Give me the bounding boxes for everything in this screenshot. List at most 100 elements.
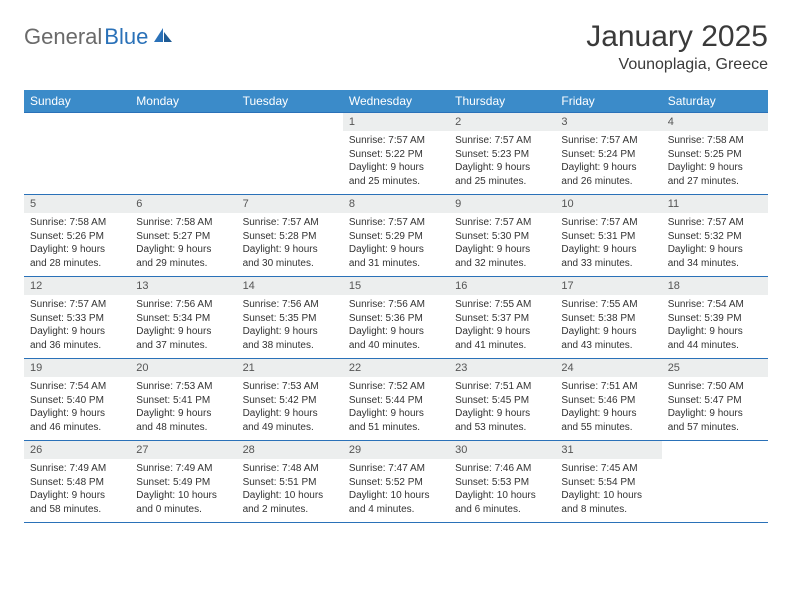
day-number: 8 <box>343 195 449 213</box>
day-header: Monday <box>130 90 236 113</box>
logo-text-general: General <box>24 24 102 50</box>
calendar-cell: 17Sunrise: 7:55 AMSunset: 5:38 PMDayligh… <box>555 277 661 359</box>
day-number: 23 <box>449 359 555 377</box>
day-number: 25 <box>662 359 768 377</box>
day-info: Sunrise: 7:46 AMSunset: 5:53 PMDaylight:… <box>449 459 555 522</box>
week-row: 19Sunrise: 7:54 AMSunset: 5:40 PMDayligh… <box>24 359 768 441</box>
calendar-cell: 22Sunrise: 7:52 AMSunset: 5:44 PMDayligh… <box>343 359 449 441</box>
calendar-cell: 28Sunrise: 7:48 AMSunset: 5:51 PMDayligh… <box>237 441 343 523</box>
calendar-cell: 25Sunrise: 7:50 AMSunset: 5:47 PMDayligh… <box>662 359 768 441</box>
day-number: 21 <box>237 359 343 377</box>
day-info: Sunrise: 7:57 AMSunset: 5:32 PMDaylight:… <box>662 213 768 276</box>
day-info: Sunrise: 7:56 AMSunset: 5:35 PMDaylight:… <box>237 295 343 358</box>
calendar-cell <box>237 113 343 195</box>
day-info: Sunrise: 7:58 AMSunset: 5:25 PMDaylight:… <box>662 131 768 194</box>
day-number: 1 <box>343 113 449 131</box>
calendar-cell: 20Sunrise: 7:53 AMSunset: 5:41 PMDayligh… <box>130 359 236 441</box>
calendar-cell: 23Sunrise: 7:51 AMSunset: 5:45 PMDayligh… <box>449 359 555 441</box>
day-header: Sunday <box>24 90 130 113</box>
day-info: Sunrise: 7:51 AMSunset: 5:45 PMDaylight:… <box>449 377 555 440</box>
month-title: January 2025 <box>586 20 768 54</box>
day-number: 29 <box>343 441 449 459</box>
day-number: 4 <box>662 113 768 131</box>
logo: GeneralBlue <box>24 24 174 50</box>
calendar-bottom-border <box>24 523 768 524</box>
calendar-cell <box>662 441 768 523</box>
calendar-cell: 29Sunrise: 7:47 AMSunset: 5:52 PMDayligh… <box>343 441 449 523</box>
day-info: Sunrise: 7:56 AMSunset: 5:36 PMDaylight:… <box>343 295 449 358</box>
calendar-cell <box>130 113 236 195</box>
calendar-cell: 12Sunrise: 7:57 AMSunset: 5:33 PMDayligh… <box>24 277 130 359</box>
day-number: 12 <box>24 277 130 295</box>
day-number: 18 <box>662 277 768 295</box>
calendar-cell: 26Sunrise: 7:49 AMSunset: 5:48 PMDayligh… <box>24 441 130 523</box>
day-info: Sunrise: 7:45 AMSunset: 5:54 PMDaylight:… <box>555 459 661 522</box>
day-info: Sunrise: 7:47 AMSunset: 5:52 PMDaylight:… <box>343 459 449 522</box>
calendar-cell: 7Sunrise: 7:57 AMSunset: 5:28 PMDaylight… <box>237 195 343 277</box>
calendar-cell: 16Sunrise: 7:55 AMSunset: 5:37 PMDayligh… <box>449 277 555 359</box>
week-row: 1Sunrise: 7:57 AMSunset: 5:22 PMDaylight… <box>24 113 768 195</box>
calendar-table: SundayMondayTuesdayWednesdayThursdayFrid… <box>24 90 768 523</box>
day-info: Sunrise: 7:57 AMSunset: 5:31 PMDaylight:… <box>555 213 661 276</box>
day-number: 19 <box>24 359 130 377</box>
day-info: Sunrise: 7:57 AMSunset: 5:29 PMDaylight:… <box>343 213 449 276</box>
calendar-cell: 30Sunrise: 7:46 AMSunset: 5:53 PMDayligh… <box>449 441 555 523</box>
day-info: Sunrise: 7:54 AMSunset: 5:39 PMDaylight:… <box>662 295 768 358</box>
day-number: 24 <box>555 359 661 377</box>
day-info: Sunrise: 7:57 AMSunset: 5:33 PMDaylight:… <box>24 295 130 358</box>
day-info: Sunrise: 7:48 AMSunset: 5:51 PMDaylight:… <box>237 459 343 522</box>
day-header-row: SundayMondayTuesdayWednesdayThursdayFrid… <box>24 90 768 113</box>
calendar-cell: 4Sunrise: 7:58 AMSunset: 5:25 PMDaylight… <box>662 113 768 195</box>
location-label: Vounoplagia, Greece <box>586 56 768 74</box>
day-number: 14 <box>237 277 343 295</box>
day-info: Sunrise: 7:50 AMSunset: 5:47 PMDaylight:… <box>662 377 768 440</box>
day-info: Sunrise: 7:54 AMSunset: 5:40 PMDaylight:… <box>24 377 130 440</box>
day-info: Sunrise: 7:58 AMSunset: 5:26 PMDaylight:… <box>24 213 130 276</box>
title-block: January 2025 Vounoplagia, Greece <box>586 20 768 74</box>
day-info: Sunrise: 7:55 AMSunset: 5:38 PMDaylight:… <box>555 295 661 358</box>
day-info: Sunrise: 7:57 AMSunset: 5:30 PMDaylight:… <box>449 213 555 276</box>
day-number: 3 <box>555 113 661 131</box>
day-number: 22 <box>343 359 449 377</box>
day-number: 30 <box>449 441 555 459</box>
day-number: 16 <box>449 277 555 295</box>
calendar-cell <box>24 113 130 195</box>
day-number: 28 <box>237 441 343 459</box>
day-number: 15 <box>343 277 449 295</box>
day-number: 10 <box>555 195 661 213</box>
day-number: 6 <box>130 195 236 213</box>
calendar-cell: 11Sunrise: 7:57 AMSunset: 5:32 PMDayligh… <box>662 195 768 277</box>
calendar-body: 1Sunrise: 7:57 AMSunset: 5:22 PMDaylight… <box>24 113 768 523</box>
calendar-cell: 13Sunrise: 7:56 AMSunset: 5:34 PMDayligh… <box>130 277 236 359</box>
day-header: Saturday <box>662 90 768 113</box>
logo-text-blue: Blue <box>104 24 148 50</box>
day-info: Sunrise: 7:53 AMSunset: 5:42 PMDaylight:… <box>237 377 343 440</box>
calendar-cell: 19Sunrise: 7:54 AMSunset: 5:40 PMDayligh… <box>24 359 130 441</box>
calendar-cell: 14Sunrise: 7:56 AMSunset: 5:35 PMDayligh… <box>237 277 343 359</box>
calendar-cell: 15Sunrise: 7:56 AMSunset: 5:36 PMDayligh… <box>343 277 449 359</box>
day-number: 20 <box>130 359 236 377</box>
day-number: 17 <box>555 277 661 295</box>
calendar-cell: 6Sunrise: 7:58 AMSunset: 5:27 PMDaylight… <box>130 195 236 277</box>
calendar-cell: 2Sunrise: 7:57 AMSunset: 5:23 PMDaylight… <box>449 113 555 195</box>
calendar-cell: 3Sunrise: 7:57 AMSunset: 5:24 PMDaylight… <box>555 113 661 195</box>
day-info: Sunrise: 7:57 AMSunset: 5:23 PMDaylight:… <box>449 131 555 194</box>
day-info: Sunrise: 7:57 AMSunset: 5:24 PMDaylight:… <box>555 131 661 194</box>
calendar-cell: 21Sunrise: 7:53 AMSunset: 5:42 PMDayligh… <box>237 359 343 441</box>
day-info: Sunrise: 7:51 AMSunset: 5:46 PMDaylight:… <box>555 377 661 440</box>
day-info: Sunrise: 7:52 AMSunset: 5:44 PMDaylight:… <box>343 377 449 440</box>
calendar-cell: 18Sunrise: 7:54 AMSunset: 5:39 PMDayligh… <box>662 277 768 359</box>
week-row: 5Sunrise: 7:58 AMSunset: 5:26 PMDaylight… <box>24 195 768 277</box>
day-info: Sunrise: 7:57 AMSunset: 5:28 PMDaylight:… <box>237 213 343 276</box>
day-number: 31 <box>555 441 661 459</box>
day-number: 5 <box>24 195 130 213</box>
day-number: 27 <box>130 441 236 459</box>
day-number: 2 <box>449 113 555 131</box>
day-header: Wednesday <box>343 90 449 113</box>
day-info: Sunrise: 7:56 AMSunset: 5:34 PMDaylight:… <box>130 295 236 358</box>
calendar-cell: 24Sunrise: 7:51 AMSunset: 5:46 PMDayligh… <box>555 359 661 441</box>
day-info: Sunrise: 7:57 AMSunset: 5:22 PMDaylight:… <box>343 131 449 194</box>
day-info: Sunrise: 7:49 AMSunset: 5:49 PMDaylight:… <box>130 459 236 522</box>
day-header: Friday <box>555 90 661 113</box>
calendar-cell: 1Sunrise: 7:57 AMSunset: 5:22 PMDaylight… <box>343 113 449 195</box>
